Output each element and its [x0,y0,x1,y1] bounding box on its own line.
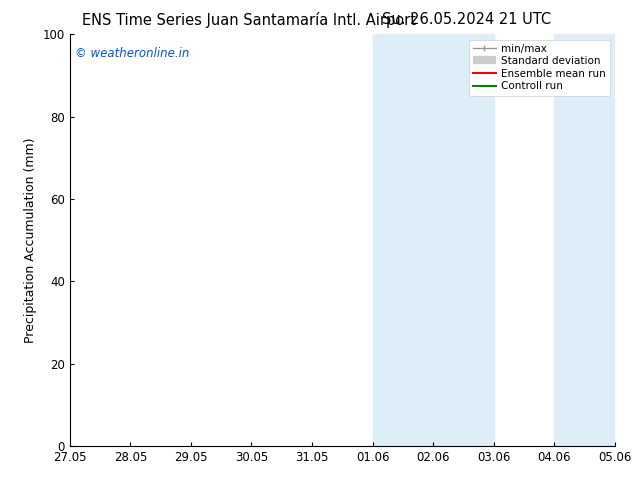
Text: ENS Time Series Juan Santamaría Intl. Airport: ENS Time Series Juan Santamaría Intl. Ai… [82,12,417,28]
Text: © weatheronline.in: © weatheronline.in [75,47,190,60]
Text: Su. 26.05.2024 21 UTC: Su. 26.05.2024 21 UTC [382,12,552,27]
Y-axis label: Precipitation Accumulation (mm): Precipitation Accumulation (mm) [24,137,37,343]
Legend: min/max, Standard deviation, Ensemble mean run, Controll run: min/max, Standard deviation, Ensemble me… [469,40,610,96]
Bar [554,34,615,446]
Bar [373,34,494,446]
